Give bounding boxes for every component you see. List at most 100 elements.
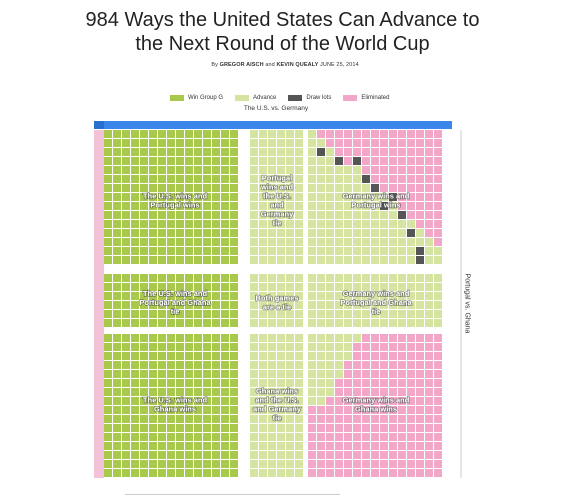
grid-cell <box>113 229 121 237</box>
grid-cell <box>140 442 148 450</box>
grid-cell <box>212 406 220 414</box>
grid-cell <box>250 202 258 210</box>
grid-cell <box>286 202 294 210</box>
grid-cell <box>407 451 415 459</box>
grid-cell <box>407 202 415 210</box>
grid-cell <box>416 301 424 309</box>
grid-cell <box>194 424 202 432</box>
grid-cell <box>371 379 379 387</box>
grid-cell <box>158 451 166 459</box>
grid-cell <box>371 139 379 147</box>
grid-cell <box>434 361 442 369</box>
grid-cell <box>353 301 361 309</box>
grid-cell <box>122 343 130 351</box>
grid-cell <box>167 361 175 369</box>
grid-cell <box>407 301 415 309</box>
grid-cell <box>149 334 157 342</box>
grid-cell <box>353 388 361 396</box>
grid-cell <box>344 238 352 246</box>
grid-cell <box>250 388 258 396</box>
grid-cell <box>380 343 388 351</box>
grid-cell <box>113 193 121 201</box>
grid-cell <box>362 130 370 138</box>
grid-cell <box>434 283 442 291</box>
region-label: Both games are a tie <box>256 294 299 312</box>
grid-cell <box>380 319 388 327</box>
grid-cell <box>131 352 139 360</box>
grid-cell <box>371 310 379 318</box>
grid-cell <box>176 415 184 423</box>
grid-cell <box>104 451 112 459</box>
grid-cell <box>326 175 334 183</box>
grid-cell <box>371 175 379 183</box>
grid-cell <box>212 283 220 291</box>
grid-cell <box>122 361 130 369</box>
grid-cell <box>268 274 276 282</box>
grid-cell <box>167 130 175 138</box>
grid-cell <box>362 220 370 228</box>
grid-cell <box>212 310 220 318</box>
grid-cell <box>389 424 397 432</box>
grid-cell <box>122 292 130 300</box>
grid-cell <box>176 379 184 387</box>
grid-cell <box>194 469 202 477</box>
grid-cell <box>113 370 121 378</box>
grid-cell <box>434 184 442 192</box>
grid-cell <box>221 256 229 264</box>
grid-cell <box>286 388 294 396</box>
grid-cell <box>131 433 139 441</box>
grid-cell <box>335 283 343 291</box>
grid-cell <box>380 370 388 378</box>
grid-cell <box>167 274 175 282</box>
grid-cell <box>131 247 139 255</box>
grid-cell <box>221 343 229 351</box>
grid-cell <box>167 319 175 327</box>
grid-cell <box>131 184 139 192</box>
grid-cell <box>131 175 139 183</box>
grid-cell <box>185 310 193 318</box>
grid-cell <box>149 442 157 450</box>
grid-cell <box>268 334 276 342</box>
grid-cell <box>122 139 130 147</box>
grid-cell <box>250 460 258 468</box>
grid-cell <box>194 460 202 468</box>
grid-cell <box>221 193 229 201</box>
grid-cell <box>389 406 397 414</box>
grid-cell <box>104 148 112 156</box>
grid-cell <box>317 310 325 318</box>
grid-cell <box>194 184 202 192</box>
grid-cell <box>113 274 121 282</box>
grid-cell <box>398 202 406 210</box>
grid-cell <box>140 274 148 282</box>
grid-cell <box>434 148 442 156</box>
grid-cell <box>344 283 352 291</box>
grid-cell <box>407 148 415 156</box>
grid-cell <box>380 379 388 387</box>
grid-cell <box>344 193 352 201</box>
grid-cell <box>140 292 148 300</box>
grid-cell <box>176 220 184 228</box>
grid-cell <box>221 442 229 450</box>
grid-cell <box>317 379 325 387</box>
grid-cell <box>176 148 184 156</box>
grid-cell <box>268 148 276 156</box>
grid-cell <box>295 292 303 300</box>
author-1[interactable]: GREGOR AISCH <box>219 62 264 68</box>
grid-cell <box>212 424 220 432</box>
legend-swatch-advance <box>235 95 250 101</box>
grid-cell <box>407 460 415 468</box>
grid-cell <box>140 415 148 423</box>
legend-label-draw: Draw lots <box>306 95 332 101</box>
author-2[interactable]: KEVIN QUEALY <box>276 62 319 68</box>
grid-cell <box>398 406 406 414</box>
grid-cell <box>259 139 267 147</box>
grid-cell <box>140 238 148 246</box>
grid-cell <box>203 139 211 147</box>
grid-cell <box>353 130 361 138</box>
grid-cell <box>277 157 285 165</box>
grid-cell <box>131 310 139 318</box>
grid-cell <box>353 433 361 441</box>
grid-cell <box>425 319 433 327</box>
grid-cell <box>416 130 424 138</box>
grid-cell <box>185 193 193 201</box>
